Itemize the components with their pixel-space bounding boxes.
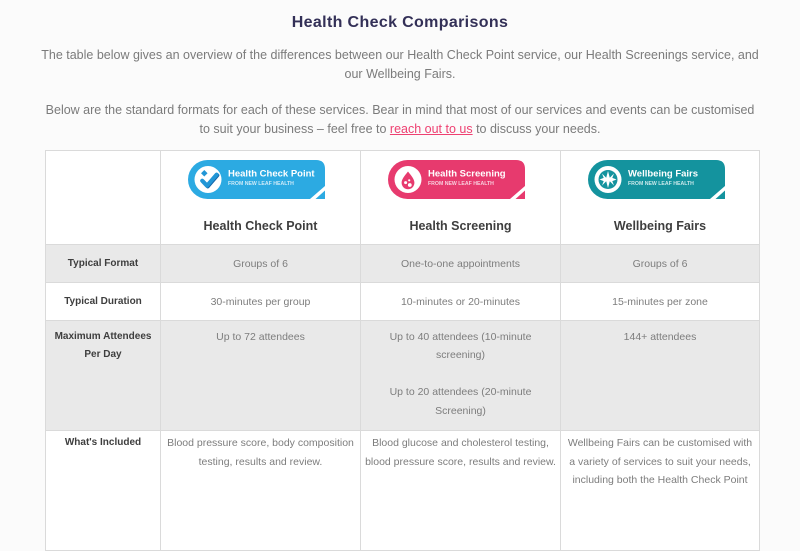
svg-text:Health Screening: Health Screening	[428, 169, 506, 180]
svg-text:FROM NEW LEAF HEALTH: FROM NEW LEAF HEALTH	[228, 181, 294, 187]
svg-text:Wellbeing Fairs: Wellbeing Fairs	[628, 169, 698, 180]
svg-text:FROM NEW LEAF HEALTH: FROM NEW LEAF HEALTH	[628, 181, 694, 187]
svg-text:Health Check Point: Health Check Point	[228, 169, 315, 180]
svg-text:FROM NEW LEAF HEALTH: FROM NEW LEAF HEALTH	[428, 181, 494, 187]
